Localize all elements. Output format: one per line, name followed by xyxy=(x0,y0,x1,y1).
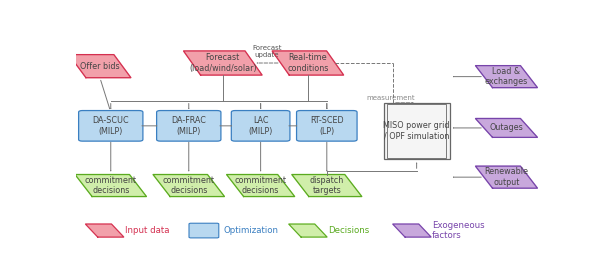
FancyBboxPatch shape xyxy=(79,110,143,141)
Text: Load &
exchanges: Load & exchanges xyxy=(485,67,528,86)
Text: RT-SCED
(LP): RT-SCED (LP) xyxy=(310,116,343,135)
Text: commitment
decisions: commitment decisions xyxy=(163,176,215,195)
Polygon shape xyxy=(85,224,124,237)
Polygon shape xyxy=(292,175,362,197)
Text: Renewable
output: Renewable output xyxy=(484,168,528,187)
Polygon shape xyxy=(272,51,343,75)
Polygon shape xyxy=(289,224,327,237)
Text: DA-SCUC
(MILP): DA-SCUC (MILP) xyxy=(93,116,129,135)
Bar xyxy=(384,103,450,159)
Text: Input data: Input data xyxy=(124,226,169,235)
Text: Real-time
conditions: Real-time conditions xyxy=(287,53,329,73)
FancyBboxPatch shape xyxy=(296,110,357,141)
Text: LAC
(MILP): LAC (MILP) xyxy=(248,116,273,135)
Text: Forecast
update: Forecast update xyxy=(253,45,282,58)
Text: MISO power grid
/ OPF simulation: MISO power grid / OPF simulation xyxy=(383,121,450,141)
FancyBboxPatch shape xyxy=(189,223,219,238)
Polygon shape xyxy=(184,51,262,75)
Polygon shape xyxy=(475,66,537,88)
Text: commitment
decisions: commitment decisions xyxy=(235,176,287,195)
Text: Outages: Outages xyxy=(490,123,523,132)
Text: DA-FRAC
(MILP): DA-FRAC (MILP) xyxy=(171,116,206,135)
Text: Optimization: Optimization xyxy=(224,226,279,235)
Polygon shape xyxy=(475,166,537,188)
Text: Forecast
(load/wind/solar): Forecast (load/wind/solar) xyxy=(189,53,257,73)
Polygon shape xyxy=(153,175,224,197)
Text: Offer bids: Offer bids xyxy=(80,62,120,71)
Bar xyxy=(387,104,446,158)
Polygon shape xyxy=(226,175,295,197)
Polygon shape xyxy=(75,175,146,197)
Polygon shape xyxy=(475,119,537,137)
Text: Decisions: Decisions xyxy=(328,226,369,235)
Text: commitment
decisions: commitment decisions xyxy=(85,176,137,195)
Polygon shape xyxy=(393,224,431,237)
Polygon shape xyxy=(69,55,131,78)
FancyBboxPatch shape xyxy=(231,110,290,141)
Text: dispatch
targets: dispatch targets xyxy=(310,176,344,195)
FancyBboxPatch shape xyxy=(157,110,221,141)
Text: measurement: measurement xyxy=(367,95,415,101)
Text: Exogeneous
factors: Exogeneous factors xyxy=(432,221,484,240)
